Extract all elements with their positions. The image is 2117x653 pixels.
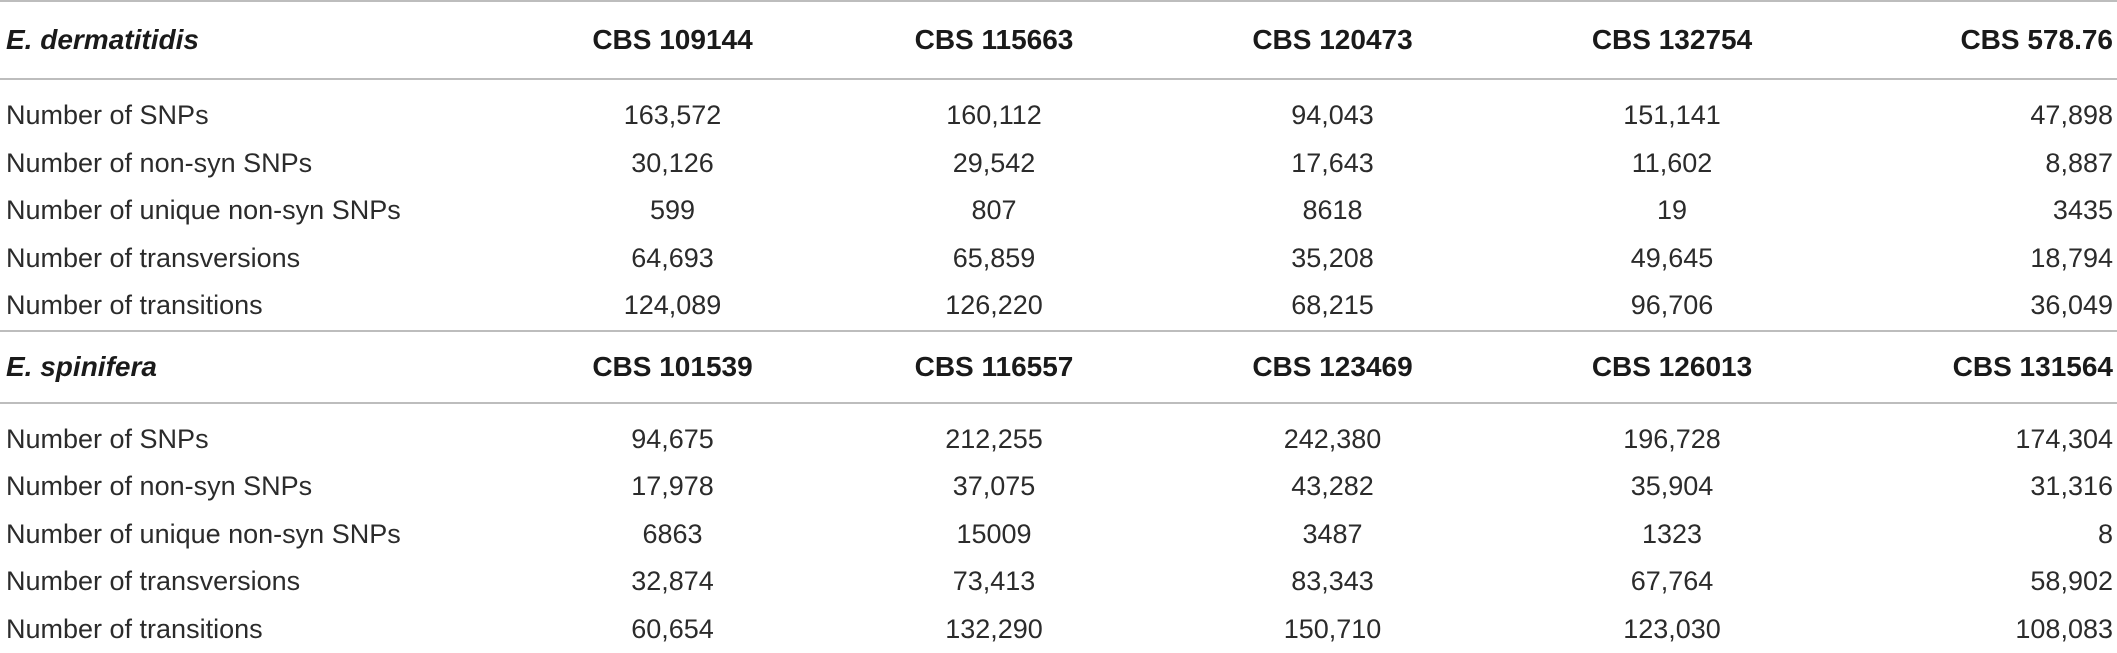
cell-value: 47,898	[1842, 92, 2117, 140]
cell-value: 18,794	[1842, 235, 2117, 283]
cell-value: 73,413	[825, 558, 1163, 606]
cell-value: 212,255	[825, 416, 1163, 464]
cell-value: 8,887	[1842, 140, 2117, 188]
cell-value: 8	[1842, 511, 2117, 559]
cell-value: 94,043	[1163, 92, 1502, 140]
cell-value: 60,654	[520, 606, 825, 653]
cell-value: 32,874	[520, 558, 825, 606]
strain-header: CBS 132754	[1502, 1, 1842, 79]
row-label: Number of unique non-syn SNPs	[0, 511, 520, 559]
table-row: Number of SNPs 163,572 160,112 94,043 15…	[0, 92, 2117, 140]
cell-value: 3435	[1842, 187, 2117, 235]
cell-value: 35,904	[1502, 463, 1842, 511]
cell-value: 30,126	[520, 140, 825, 188]
cell-value: 17,978	[520, 463, 825, 511]
cell-value: 196,728	[1502, 416, 1842, 464]
strain-header: CBS 109144	[520, 1, 825, 79]
cell-value: 1323	[1502, 511, 1842, 559]
cell-value: 123,030	[1502, 606, 1842, 653]
species-name: E. spinifera	[0, 331, 520, 403]
table-row: Number of non-syn SNPs 17,978 37,075 43,…	[0, 463, 2117, 511]
table-row: Number of transitions 124,089 126,220 68…	[0, 282, 2117, 331]
cell-value: 126,220	[825, 282, 1163, 331]
cell-value: 242,380	[1163, 416, 1502, 464]
strain-header: CBS 116557	[825, 331, 1163, 403]
cell-value: 65,859	[825, 235, 1163, 283]
row-label: Number of SNPs	[0, 416, 520, 464]
row-label: Number of transitions	[0, 282, 520, 331]
cell-value: 31,316	[1842, 463, 2117, 511]
table-row: Number of transversions 64,693 65,859 35…	[0, 235, 2117, 283]
table-row: Number of transitions 60,654 132,290 150…	[0, 606, 2117, 653]
cell-value: 132,290	[825, 606, 1163, 653]
strain-header: CBS 101539	[520, 331, 825, 403]
cell-value: 163,572	[520, 92, 825, 140]
species-name: E. dermatitidis	[0, 1, 520, 79]
cell-value: 807	[825, 187, 1163, 235]
row-label: Number of transversions	[0, 235, 520, 283]
cell-value: 599	[520, 187, 825, 235]
strain-header: CBS 578.76	[1842, 1, 2117, 79]
cell-value: 151,141	[1502, 92, 1842, 140]
table-row: Number of non-syn SNPs 30,126 29,542 17,…	[0, 140, 2117, 188]
cell-value: 124,089	[520, 282, 825, 331]
cell-value: 150,710	[1163, 606, 1502, 653]
row-label: Number of transitions	[0, 606, 520, 653]
cell-value: 29,542	[825, 140, 1163, 188]
cell-value: 58,902	[1842, 558, 2117, 606]
table-row: Number of unique non-syn SNPs 599 807 86…	[0, 187, 2117, 235]
cell-value: 8618	[1163, 187, 1502, 235]
row-label: Number of non-syn SNPs	[0, 140, 520, 188]
cell-value: 6863	[520, 511, 825, 559]
strain-header: CBS 123469	[1163, 331, 1502, 403]
cell-value: 67,764	[1502, 558, 1842, 606]
cell-value: 17,643	[1163, 140, 1502, 188]
cell-value: 96,706	[1502, 282, 1842, 331]
cell-value: 160,112	[825, 92, 1163, 140]
row-label: Number of non-syn SNPs	[0, 463, 520, 511]
table-row: Number of unique non-syn SNPs 6863 15009…	[0, 511, 2117, 559]
cell-value: 15009	[825, 511, 1163, 559]
cell-value: 19	[1502, 187, 1842, 235]
cell-value: 36,049	[1842, 282, 2117, 331]
cell-value: 35,208	[1163, 235, 1502, 283]
cell-value: 83,343	[1163, 558, 1502, 606]
strain-header: CBS 115663	[825, 1, 1163, 79]
row-label: Number of SNPs	[0, 92, 520, 140]
cell-value: 3487	[1163, 511, 1502, 559]
cell-value: 68,215	[1163, 282, 1502, 331]
group-header-spinifera: E. spinifera CBS 101539 CBS 116557 CBS 1…	[0, 331, 2117, 403]
cell-value: 108,083	[1842, 606, 2117, 653]
strain-header: CBS 120473	[1163, 1, 1502, 79]
cell-value: 64,693	[520, 235, 825, 283]
cell-value: 94,675	[520, 416, 825, 464]
strain-header: CBS 131564	[1842, 331, 2117, 403]
cell-value: 37,075	[825, 463, 1163, 511]
strain-header: CBS 126013	[1502, 331, 1842, 403]
group-header-dermatitidis: E. dermatitidis CBS 109144 CBS 115663 CB…	[0, 1, 2117, 79]
cell-value: 11,602	[1502, 140, 1842, 188]
cell-value: 49,645	[1502, 235, 1842, 283]
row-label: Number of transversions	[0, 558, 520, 606]
cell-value: 174,304	[1842, 416, 2117, 464]
row-label: Number of unique non-syn SNPs	[0, 187, 520, 235]
table-row: Number of transversions 32,874 73,413 83…	[0, 558, 2117, 606]
cell-value: 43,282	[1163, 463, 1502, 511]
table-row: Number of SNPs 94,675 212,255 242,380 19…	[0, 416, 2117, 464]
